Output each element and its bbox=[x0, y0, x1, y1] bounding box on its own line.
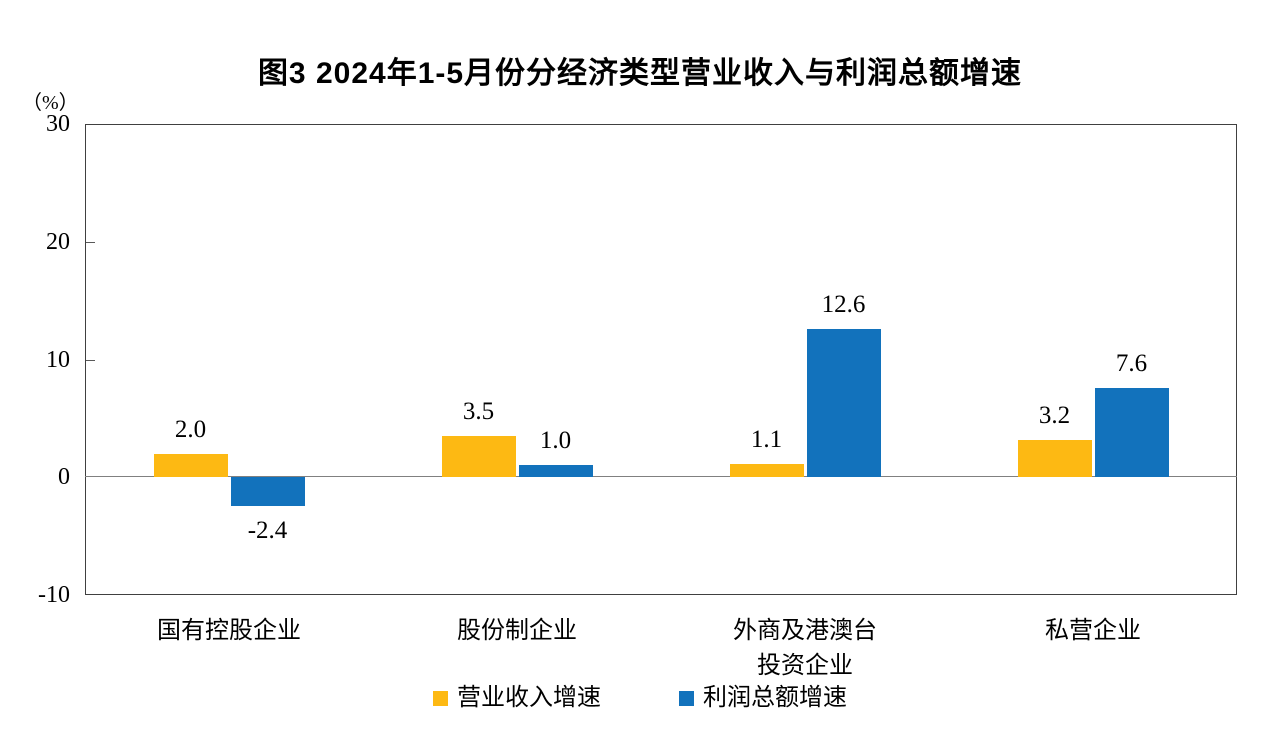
bar-利润总额增速-私营企业 bbox=[1094, 387, 1169, 478]
bar-营业收入增速-国有控股企业 bbox=[153, 453, 228, 478]
y-axis-unit-label: （%） bbox=[22, 92, 79, 114]
bar-value-label: 2.0 bbox=[174, 415, 207, 443]
chart-title: 图3 2024年1-5月份分经济类型营业收入与利润总额增速 bbox=[257, 57, 1023, 90]
bar-value-label: 12.6 bbox=[821, 290, 866, 318]
y-tick-label-10: 10 bbox=[46, 346, 70, 373]
plot-area bbox=[85, 124, 1237, 595]
legend-swatch-icon bbox=[433, 690, 448, 706]
category-label-外商及港澳台: 外商及港澳台 投资企业 bbox=[733, 618, 877, 679]
bar-营业收入增速-私营企业 bbox=[1017, 439, 1092, 478]
zero-line bbox=[85, 476, 1237, 478]
bar-营业收入增速-外商及港澳台 bbox=[729, 464, 804, 478]
bar-value-label: 3.2 bbox=[1038, 401, 1071, 429]
y-tick-mark-20 bbox=[86, 241, 95, 243]
y-tick-label-0: 0 bbox=[58, 464, 70, 491]
category-label-私营企业: 私营企业 bbox=[1045, 618, 1141, 644]
category-label-股份制企业: 股份制企业 bbox=[457, 618, 577, 644]
bar-value-label: 1.0 bbox=[539, 427, 572, 455]
bar-value-label: -2.4 bbox=[247, 516, 288, 544]
y-tick-mark-10 bbox=[86, 359, 95, 361]
legend: 营业收入增速 利润总额增速 bbox=[0, 686, 1280, 710]
bar-value-label: 3.5 bbox=[462, 398, 495, 426]
legend-label: 营业收入增速 bbox=[457, 685, 601, 711]
y-tick-label-20: 20 bbox=[46, 228, 70, 255]
legend-swatch-icon bbox=[679, 690, 694, 706]
bar-利润总额增速-国有控股企业 bbox=[230, 477, 305, 506]
legend-label: 利润总额增速 bbox=[703, 685, 847, 711]
bar-value-label: 1.1 bbox=[750, 426, 783, 454]
y-tick-label-30: 30 bbox=[46, 111, 70, 137]
y-tick-label--10: -10 bbox=[38, 582, 70, 608]
bar-利润总额增速-外商及港澳台 bbox=[806, 328, 881, 478]
legend-item-利润总额增速: 利润总额增速 bbox=[679, 686, 847, 710]
bar-利润总额增速-股份制企业 bbox=[518, 465, 593, 478]
bar-营业收入增速-股份制企业 bbox=[441, 436, 516, 478]
legend-item-营业收入增速: 营业收入增速 bbox=[433, 686, 601, 710]
category-label-国有控股企业: 国有控股企业 bbox=[157, 618, 301, 644]
bar-value-label: 7.6 bbox=[1115, 349, 1148, 377]
